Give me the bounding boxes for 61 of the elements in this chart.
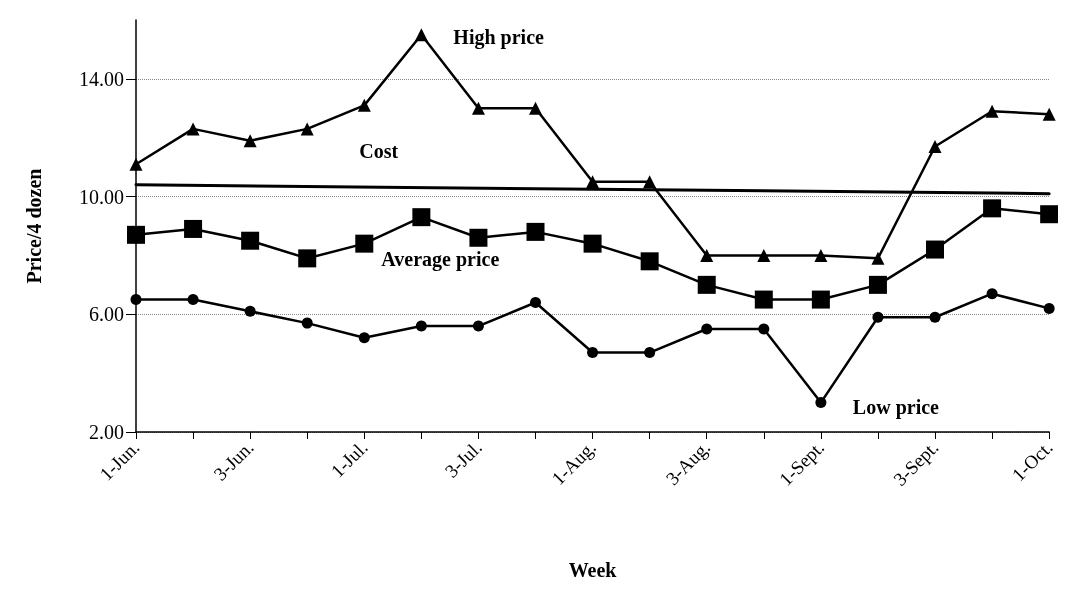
point [872,311,884,323]
point [529,101,543,115]
point [129,157,143,171]
point [298,249,317,268]
point [471,101,485,115]
point [757,248,771,262]
point [983,199,1002,218]
point [127,225,145,244]
point [700,248,714,262]
point [414,28,428,42]
point [644,347,656,359]
point [811,290,830,309]
point [472,320,484,332]
point [929,311,941,323]
point [469,228,488,247]
point [754,290,773,309]
series-label: Low price [852,395,940,419]
y-tick-label: 6.00 [89,303,124,326]
point [300,122,314,136]
point [586,175,600,189]
point [985,104,999,118]
point [587,347,599,359]
point [814,248,828,262]
series-label: High price [453,25,545,49]
point [640,252,659,271]
point [926,240,945,259]
point [1043,302,1055,314]
point [868,275,887,294]
y-axis-title: Price/4 dozen [23,168,45,284]
point [697,275,716,294]
y-tick-label: 14.00 [79,67,124,90]
point [184,219,203,238]
point [701,323,713,335]
series-label: Average price [381,248,500,272]
y-tick-label: 10.00 [79,185,124,208]
point [357,98,371,112]
point [244,305,256,317]
y-tick-label: 2.00 [89,421,124,443]
point [530,297,542,309]
point [358,332,370,344]
point [415,320,427,332]
x-axis-title: Week [568,559,618,581]
point [412,208,431,227]
point [301,317,313,329]
point [1042,107,1056,121]
point [130,294,142,306]
point [815,397,827,409]
series-label: Cost [359,140,399,163]
point [871,251,885,265]
point [243,134,257,148]
point [187,294,199,306]
point [526,222,545,241]
point [758,323,770,335]
point [355,234,374,253]
point [643,175,657,189]
point [1040,205,1058,224]
point [986,288,998,300]
point [928,140,942,154]
point [186,122,200,136]
point [241,231,260,250]
point [583,234,602,253]
